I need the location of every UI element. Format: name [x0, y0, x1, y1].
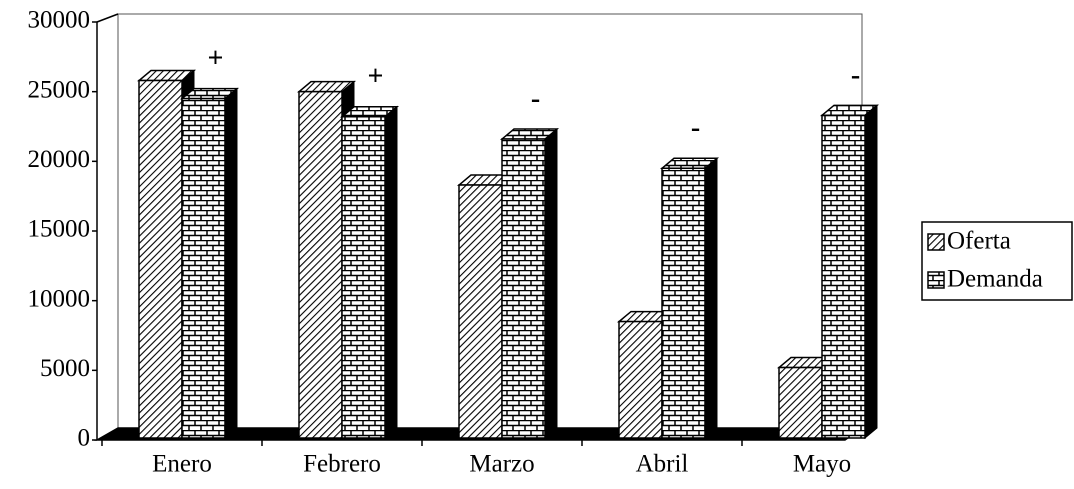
legend-label: Demanda [947, 266, 1043, 293]
bar-face [864, 104, 878, 440]
bar-face [181, 97, 226, 439]
bar [659, 157, 720, 440]
x-tick-label: Marzo [469, 451, 534, 478]
y-tick-label: 15000 [28, 216, 91, 243]
legend-swatch [927, 271, 945, 289]
bar-face [384, 105, 398, 440]
y-tick-label: 5000 [40, 355, 90, 382]
x-tick-label: Abril [636, 451, 689, 478]
legend [921, 221, 1073, 301]
x-tick-label: Mayo [793, 451, 851, 478]
bar-face [661, 167, 706, 439]
bar [339, 105, 400, 440]
bar-face [458, 184, 503, 439]
bar-face [778, 366, 823, 439]
y-tick-label: 25000 [28, 76, 91, 103]
legend-box [921, 221, 1073, 301]
bar-face [704, 157, 718, 440]
y-tick-label: 0 [78, 425, 91, 452]
bar-face [341, 115, 386, 439]
y-tick-label: 30000 [28, 7, 91, 34]
x-tick-label: Enero [152, 451, 212, 478]
bar [179, 87, 240, 440]
bar-face [821, 114, 866, 439]
bar-face [544, 127, 558, 440]
y-tick-label: 10000 [28, 285, 91, 312]
bar-face [501, 138, 546, 439]
bar [499, 127, 560, 440]
legend-swatch [927, 233, 945, 251]
x-tick-label: Febrero [303, 451, 381, 478]
legend-label: Oferta [947, 228, 1011, 255]
y-tick-label: 20000 [28, 146, 91, 173]
annotation: + [368, 61, 384, 92]
bar-face [298, 90, 343, 439]
annotation: - [851, 60, 860, 91]
bar-face [224, 87, 238, 440]
annotation: + [208, 43, 224, 74]
bar [819, 104, 880, 440]
annotation: - [531, 83, 540, 114]
annotation: - [691, 113, 700, 144]
bar-face [138, 79, 183, 439]
bar-face [618, 320, 663, 439]
